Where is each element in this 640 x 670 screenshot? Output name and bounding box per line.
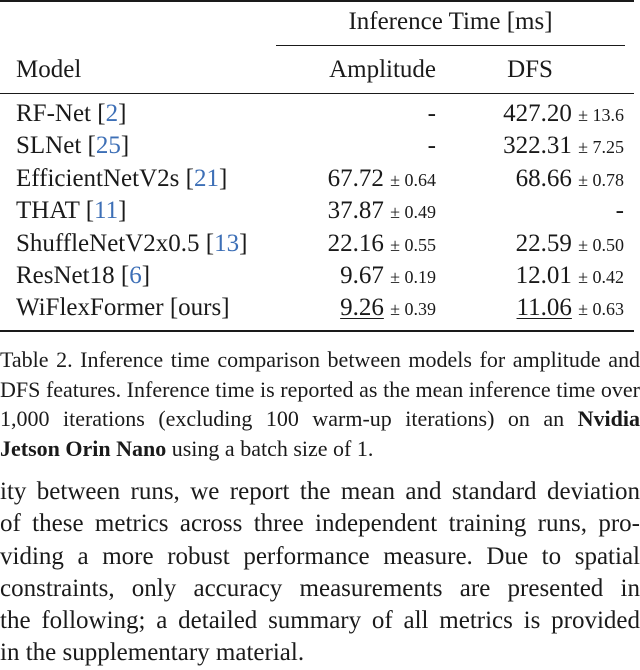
body-line: in the supplementary material. <box>0 639 305 667</box>
mean-value: 11.06 <box>516 294 572 322</box>
body-paragraph: ity between runs, we report the mean and… <box>0 476 640 670</box>
std-value: ± 0.63 <box>578 299 624 320</box>
model-name: ShuffleNetV2x0.5 <box>16 229 206 257</box>
table-row-model: RF-Net [2] <box>16 99 126 129</box>
table-row-amplitude: 37.87 ± 0.49 <box>276 196 436 227</box>
citation-bracket: [ <box>185 164 194 192</box>
table-row-model: THAT [11] <box>16 196 126 226</box>
std-value: ± 0.39 <box>390 299 436 320</box>
table-row-amplitude: - <box>276 99 436 129</box>
body-line: ity between runs, we report the mean and… <box>0 478 640 505</box>
table-row-dfs: - <box>440 196 624 226</box>
table-row-amplitude: 9.67 ± 0.19 <box>276 261 436 292</box>
column-header-amplitude: Amplitude <box>329 56 436 83</box>
table-row-amplitude: 9.26 ± 0.39 <box>276 293 436 324</box>
citation-link[interactable]: 11 <box>94 197 119 225</box>
table-top-rule <box>0 0 634 2</box>
table-row-dfs: 68.66 ± 0.78 <box>440 164 624 195</box>
std-value: ± 0.49 <box>390 202 436 223</box>
table-row-dfs: 322.31 ± 7.25 <box>440 131 624 162</box>
mean-value: 68.66 <box>515 164 572 192</box>
table-header-rule <box>0 93 634 95</box>
mean-value: - <box>427 132 436 160</box>
group-header-underline <box>276 45 625 47</box>
mean-value: 427.20 <box>503 100 572 127</box>
citation-link[interactable]: 21 <box>193 164 219 192</box>
mean-value: 37.87 <box>327 197 384 225</box>
std-value: ± 0.50 <box>578 234 624 255</box>
table-caption: Table 2. Inference time comparison betwe… <box>0 345 640 463</box>
citation-bracket: ] <box>118 197 127 225</box>
table-row-model: ShuffleNetV2x0.5 [13] <box>16 229 247 259</box>
std-value: ± 13.6 <box>578 105 624 125</box>
citation-bracket: ] <box>239 229 248 257</box>
citation-bracket: [ <box>205 229 215 257</box>
table-row-dfs: 11.06 ± 0.63 <box>440 293 624 324</box>
citation-link[interactable]: 2 <box>105 100 119 127</box>
citation-bracket: ] <box>120 132 130 160</box>
mean-value: - <box>615 197 624 225</box>
mean-value: 22.59 <box>515 229 572 257</box>
model-name: SLNet <box>16 132 88 160</box>
table-row-model: WiFlexFormer [ours] <box>16 293 230 323</box>
model-name: ResNet18 <box>16 262 121 289</box>
mean-value: - <box>427 100 436 127</box>
table-row-dfs: 22.59 ± 0.50 <box>440 229 624 260</box>
std-value: ± 0.78 <box>578 169 624 190</box>
table-bottom-rule <box>0 330 634 332</box>
citation-bracket: [ <box>120 262 130 289</box>
column-header-dfs: DFS <box>507 56 553 83</box>
citation-bracket: ] <box>218 164 228 192</box>
table-row-dfs: 427.20 ± 13.6 <box>440 99 624 130</box>
mean-value: 67.72 <box>327 164 384 192</box>
column-header-model: Model <box>16 56 82 83</box>
model-name: EfficientNetV2s <box>16 164 186 192</box>
table-row-model: SLNet [25] <box>16 131 129 161</box>
mean-value: 9.67 <box>340 262 384 289</box>
std-value: ± 7.25 <box>578 137 624 158</box>
table-row-dfs: 12.01 ± 0.42 <box>440 261 624 292</box>
caption-text-after: using a batch size of 1. <box>166 435 374 461</box>
std-value: ± 0.42 <box>578 267 624 287</box>
caption-text-before: Table 2. Inference time comparison betwe… <box>0 347 640 432</box>
caption-device-name: Nvidia Jetson Orin Nano <box>0 406 640 461</box>
citation-link[interactable]: 6 <box>129 262 142 289</box>
citation-bracket: [ <box>85 197 95 225</box>
body-line: of these metrics across three independen… <box>0 510 640 538</box>
model-name: RF-Net <box>16 100 98 127</box>
model-name: WiFlexFormer [ours] <box>16 294 230 322</box>
body-line: viding a more robust performance measure… <box>0 542 640 570</box>
citation-link[interactable]: 13 <box>214 229 240 257</box>
table-row-model: EfficientNetV2s [21] <box>16 164 227 194</box>
std-value: ± 0.19 <box>390 267 436 287</box>
std-value: ± 0.55 <box>390 234 436 255</box>
table-row-amplitude: - <box>276 131 436 161</box>
citation-bracket: ] <box>141 262 151 289</box>
citation-link[interactable]: 25 <box>95 132 121 160</box>
body-line: constraints, only accuracy measurements … <box>0 574 640 602</box>
table-row-amplitude: 22.16 ± 0.55 <box>276 229 436 260</box>
body-line: the following; a detailed summary of all… <box>0 607 640 635</box>
model-name: THAT <box>16 197 86 225</box>
citation-bracket: ] <box>118 100 127 127</box>
mean-value: 9.26 <box>340 294 384 322</box>
table-row-amplitude: 67.72 ± 0.64 <box>276 164 436 195</box>
mean-value: 22.16 <box>327 229 384 257</box>
group-header-inference-time: Inference Time [ms] <box>348 8 553 35</box>
std-value: ± 0.64 <box>390 169 436 190</box>
mean-value: 322.31 <box>503 132 572 160</box>
table-row-model: ResNet18 [6] <box>16 261 150 291</box>
citation-bracket: [ <box>87 132 96 160</box>
citation-bracket: [ <box>97 100 106 127</box>
mean-value: 12.01 <box>515 262 572 289</box>
